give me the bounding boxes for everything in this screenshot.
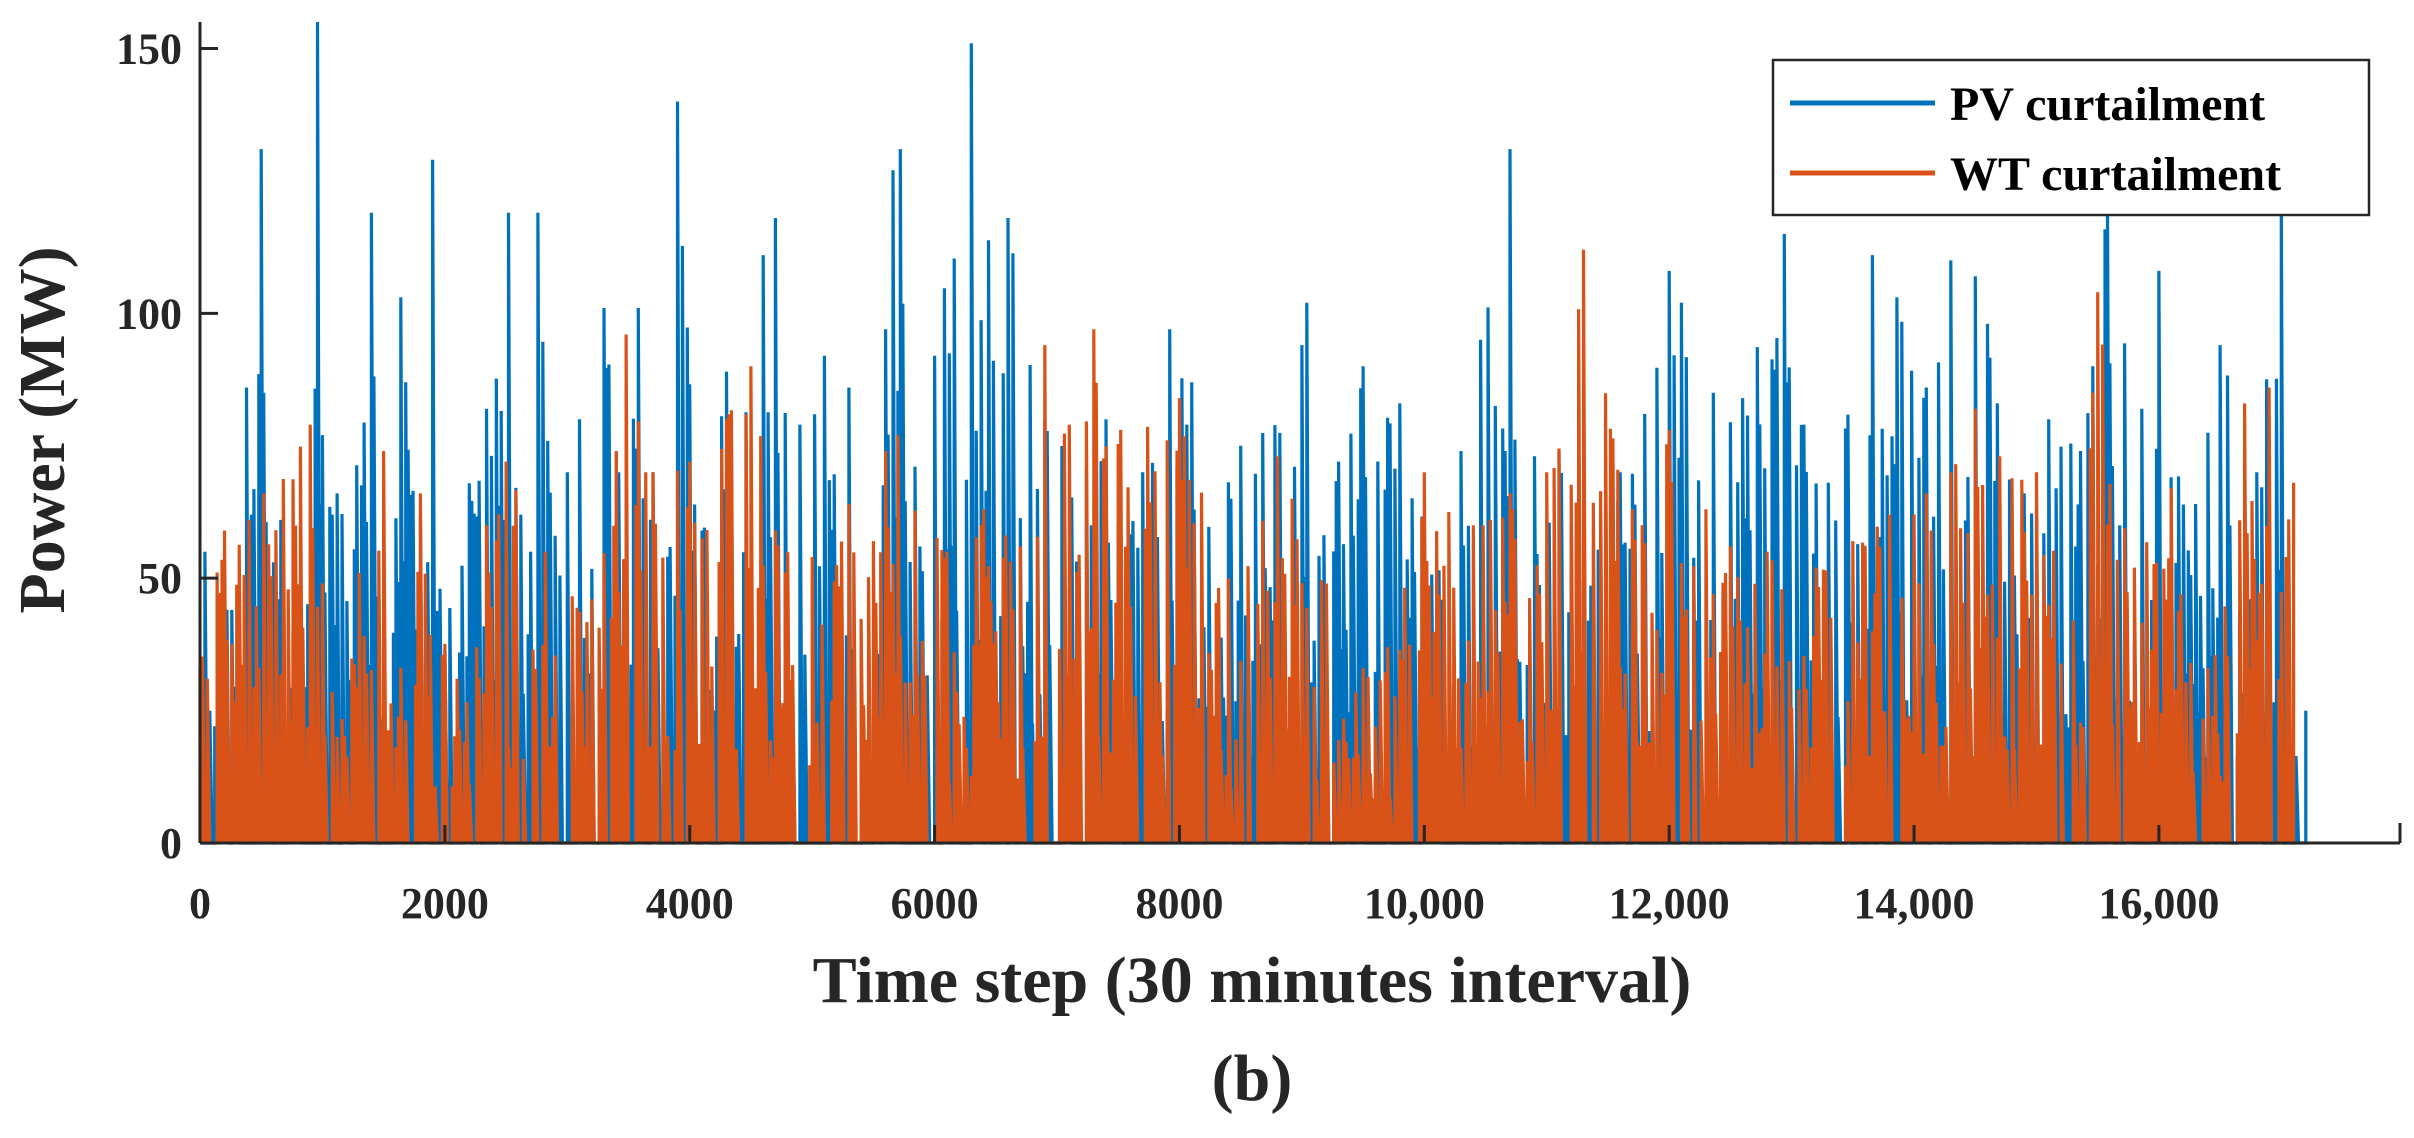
x-ticks: 0 2000 4000 6000 8000 10,000 12,000 14,000 16,00…: [189, 825, 2219, 928]
legend: PV curtailment WT curtailment: [1771, 58, 2371, 217]
x-tick-label: 0: [189, 879, 211, 928]
y-tick-label: 0: [160, 819, 182, 868]
axes: [198, 22, 2402, 845]
x-tick-label: 16,000: [2098, 879, 2219, 928]
y-tick-label: 50: [138, 554, 182, 603]
x-axis-title: Time step (30 minutes interval): [813, 944, 1692, 1017]
x-tick-label: 10,000: [1364, 879, 1485, 928]
x-tick-label: 6000: [891, 879, 979, 928]
x-tick-label: 14,000: [1854, 879, 1975, 928]
x-tick-label: 12,000: [1609, 879, 1730, 928]
y-ticks: 0 50 100 150: [116, 24, 218, 868]
y-tick-label: 150: [116, 24, 182, 73]
x-tick-label: 4000: [646, 879, 734, 928]
legend-label-wt: WT curtailment: [1950, 148, 2281, 201]
y-tick-label: 100: [116, 289, 182, 338]
x-tick-label: 8000: [1135, 879, 1223, 928]
series-line-wt: [198, 249, 2296, 845]
legend-label-pv: PV curtailment: [1950, 78, 2265, 131]
panel-label: (b): [1212, 1042, 1293, 1115]
x-tick-label: 2000: [401, 879, 489, 928]
legend-box: [1771, 58, 2371, 217]
y-axis-title: Power (MW): [6, 246, 79, 613]
